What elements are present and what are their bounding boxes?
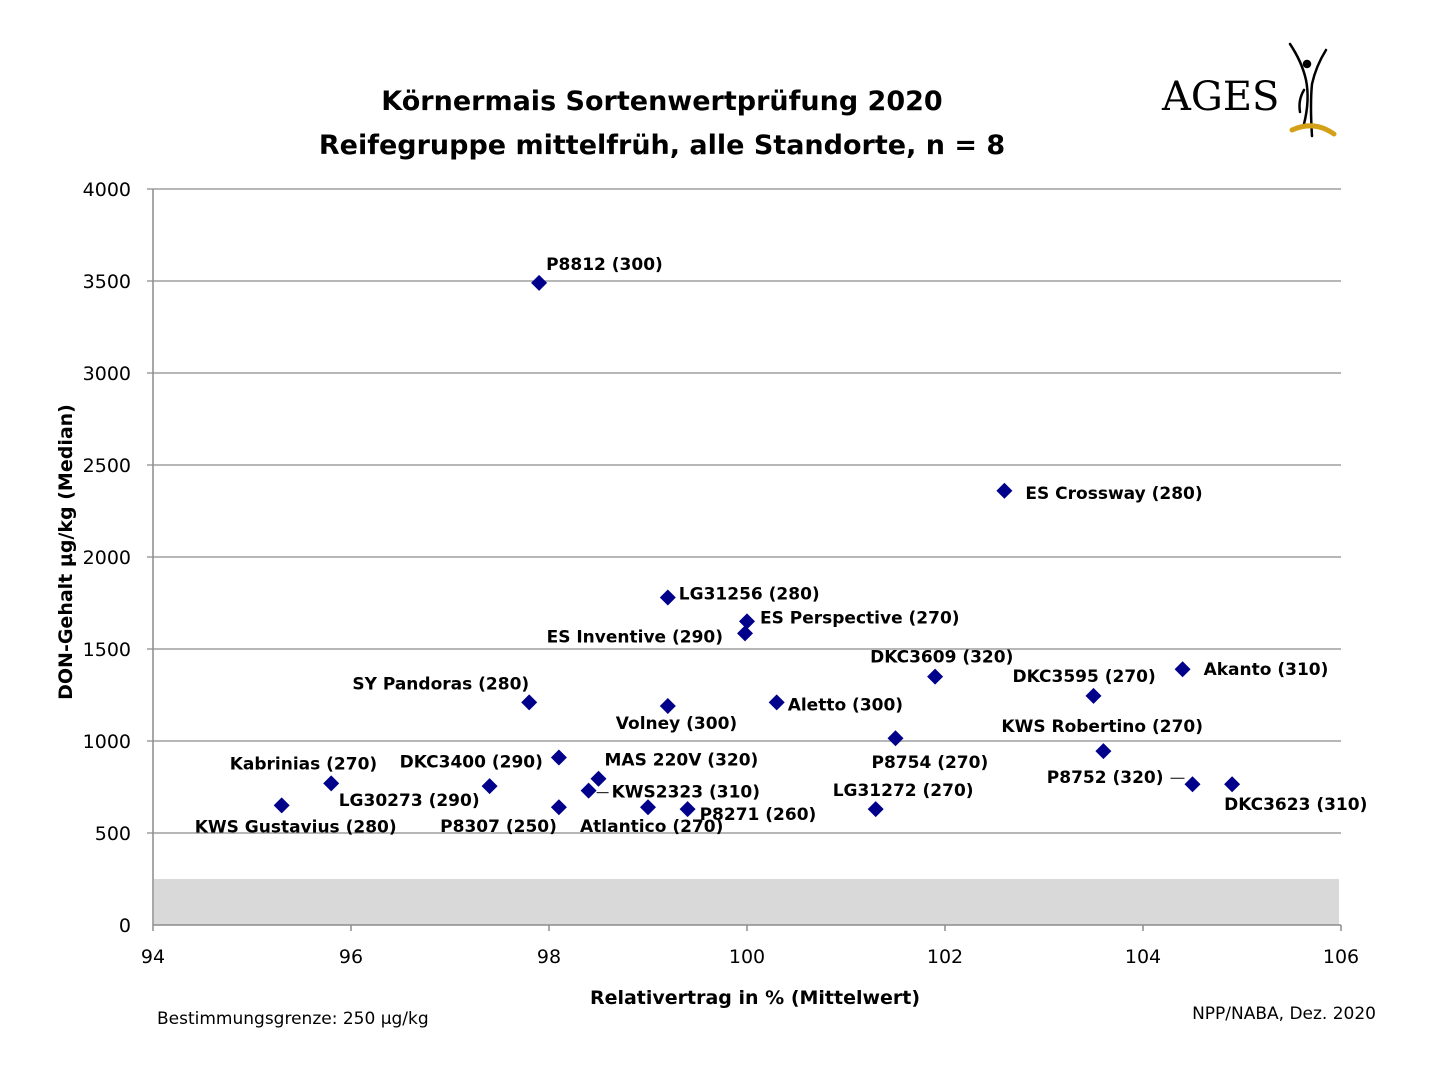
- detection-limit-area: [154, 879, 1339, 925]
- data-point: [996, 482, 1013, 499]
- x-tick-label: 98: [537, 946, 561, 968]
- chart-title-line-2: Reifegruppe mittelfrüh, alle Standorte, …: [319, 130, 1005, 161]
- detection-limit-note: Bestimmungsgrenze: 250 µg/kg: [157, 1009, 429, 1029]
- chart-title-line-1: Körnermais Sortenwertprüfung 2020: [381, 86, 942, 117]
- data-point: [737, 625, 754, 642]
- point-label: P8812 (300): [546, 255, 663, 275]
- y-tick-label: 0: [119, 915, 131, 937]
- x-tick-label: 106: [1323, 946, 1359, 968]
- y-tick-label: 2000: [83, 547, 131, 569]
- x-tick-label: 96: [339, 946, 363, 968]
- x-tick-label: 102: [927, 946, 963, 968]
- data-point: [739, 613, 755, 630]
- data-point: [1224, 776, 1241, 793]
- leader-lines: [596, 777, 1185, 794]
- point-label: KWS Robertino (270): [1001, 717, 1203, 737]
- y-tick-label: 500: [95, 823, 131, 845]
- gridlines: [147, 188, 1341, 834]
- data-point: [273, 797, 290, 814]
- point-label: Atlantico (270): [580, 817, 723, 837]
- point-label: P8307 (250): [440, 817, 557, 837]
- data-point: [768, 694, 785, 711]
- y-tick-label: 1500: [83, 639, 131, 661]
- data-point: [323, 775, 340, 792]
- point-label: SY Pandoras (280): [352, 674, 529, 694]
- ages-logo-text: AGES: [1161, 74, 1279, 120]
- point-label: DKC3595 (270): [1013, 667, 1156, 687]
- tick-labels: 0 500 1000 1500 2000 2500 3000 3500 4000 94 96 98 10…: [83, 179, 1359, 968]
- source-note: NPP/NABA, Dez. 2020: [1192, 1004, 1376, 1024]
- data-point: [590, 770, 607, 787]
- point-label: Aletto (300): [788, 695, 903, 715]
- data-point: [1174, 661, 1191, 678]
- data-point: [1095, 743, 1112, 760]
- y-tick-label: 3500: [83, 271, 131, 293]
- y-axis-title: DON-Gehalt µg/kg (Median): [55, 404, 77, 700]
- data-point: [679, 801, 696, 818]
- point-label: ES Inventive (290): [547, 627, 723, 647]
- y-tick-label: 4000: [83, 179, 131, 201]
- point-label: DKC3623 (310): [1224, 795, 1367, 815]
- ages-logo: AGES: [1161, 42, 1337, 138]
- data-point: [887, 730, 904, 747]
- data-point: [1184, 776, 1201, 793]
- point-label: DKC3609 (320): [870, 648, 1013, 668]
- point-label: DKC3400 (290): [400, 753, 543, 773]
- y-tick-label: 3000: [83, 363, 131, 385]
- point-label: Volney (300): [616, 714, 737, 734]
- data-point: [531, 274, 548, 291]
- x-tick-label: 94: [141, 946, 165, 968]
- data-point: [927, 668, 944, 685]
- point-label: P8271 (260): [700, 805, 817, 825]
- data-point: [659, 698, 676, 715]
- point-label: ES Perspective (270): [760, 608, 960, 628]
- point-label: Kabrinias (270): [230, 754, 378, 774]
- point-label: Akanto (310): [1204, 660, 1329, 680]
- point-label: MAS 220V (320): [605, 751, 759, 771]
- data-point: [550, 799, 567, 816]
- point-label: KWS2323 (310): [612, 783, 760, 803]
- point-label: P8752 (320): [1047, 768, 1164, 788]
- point-label: KWS Gustavius (280): [195, 817, 397, 837]
- y-tick-label: 1000: [83, 731, 131, 753]
- x-tick-label: 100: [729, 946, 765, 968]
- data-points: [273, 274, 1241, 818]
- point-label: P8754 (270): [872, 753, 989, 773]
- data-point: [550, 749, 567, 766]
- ages-swoosh: [1289, 123, 1337, 137]
- data-point: [481, 778, 498, 795]
- data-point: [659, 589, 676, 606]
- data-point: [867, 801, 884, 818]
- point-label: ES Crossway (280): [1025, 484, 1202, 504]
- x-tick-label: 104: [1125, 946, 1161, 968]
- point-label: LG31256 (280): [679, 584, 820, 604]
- point-label: LG31272 (270): [833, 781, 974, 801]
- ages-figure-icon: [1288, 42, 1337, 138]
- data-point: [640, 799, 656, 816]
- detection-limit-band: [154, 879, 1339, 925]
- data-point: [521, 694, 538, 711]
- data-point: [580, 782, 597, 799]
- point-labels: P8812 (300) ES Crossway (280) LG31256 (280…: [195, 255, 1368, 838]
- data-point: [1085, 687, 1102, 704]
- y-tick-label: 2500: [83, 455, 131, 477]
- point-label: LG30273 (290): [339, 791, 480, 811]
- x-axis-title: Relativertrag in % (Mittelwert): [590, 987, 920, 1009]
- axes: [152, 189, 1342, 931]
